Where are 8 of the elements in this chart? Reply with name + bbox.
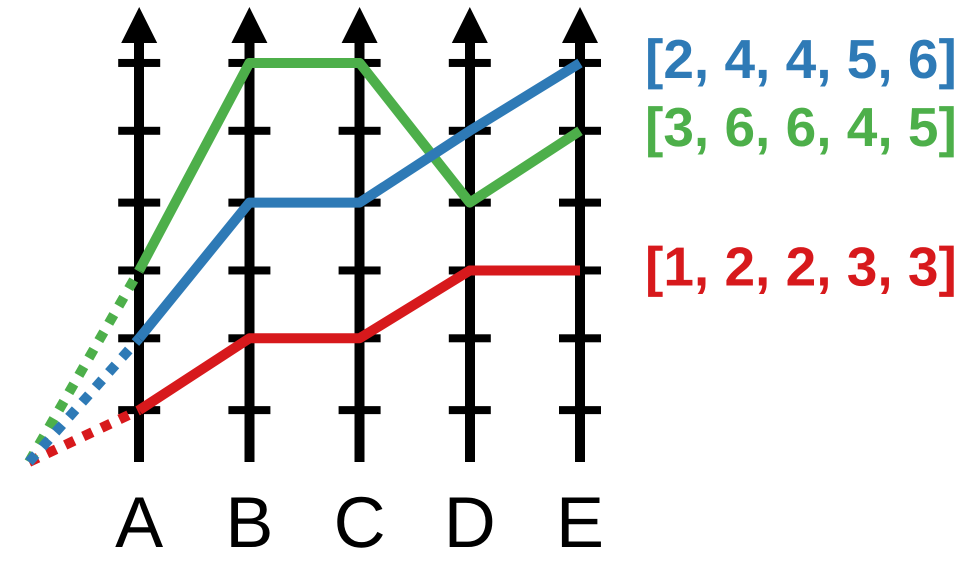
x-tick-label: B bbox=[225, 482, 274, 563]
x-tick-label: D bbox=[444, 482, 496, 563]
x-tick-label: E bbox=[556, 482, 604, 563]
series-label: [1, 2, 2, 3, 3] bbox=[645, 236, 957, 298]
series-label: [3, 6, 6, 4, 5] bbox=[645, 96, 957, 158]
x-tick-label: C bbox=[334, 482, 386, 563]
x-tick-label: A bbox=[115, 482, 164, 563]
series-label: [2, 4, 4, 5, 6] bbox=[645, 28, 957, 90]
